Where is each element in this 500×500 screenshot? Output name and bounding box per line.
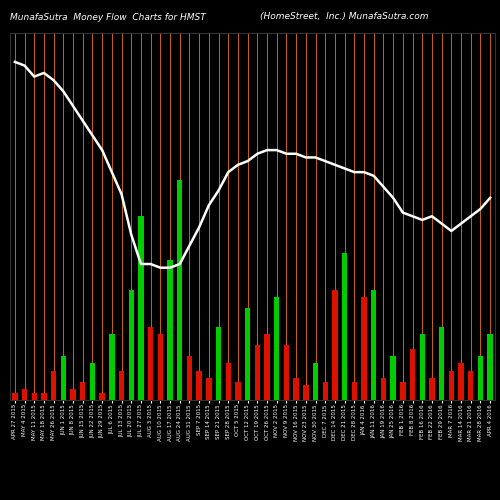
Bar [80, 382, 86, 400]
Bar [32, 392, 37, 400]
Bar [60, 356, 66, 400]
Bar [51, 370, 57, 400]
Bar [22, 389, 27, 400]
Bar [313, 363, 318, 400]
Bar [420, 334, 425, 400]
Text: MunafaSutra  Money Flow  Charts for HMST: MunafaSutra Money Flow Charts for HMST [10, 12, 206, 22]
Bar [42, 392, 46, 400]
Bar [478, 356, 483, 400]
Bar [400, 382, 406, 400]
Bar [245, 308, 250, 400]
Bar [158, 334, 163, 400]
Bar [488, 334, 493, 400]
Bar [332, 290, 338, 400]
Bar [371, 290, 376, 400]
Text: (HomeStreet,  Inc.) MunafaSutra.com: (HomeStreet, Inc.) MunafaSutra.com [260, 12, 428, 22]
Bar [410, 348, 415, 400]
Bar [70, 389, 76, 400]
Bar [196, 370, 202, 400]
Bar [390, 356, 396, 400]
Bar [458, 363, 464, 400]
Bar [90, 363, 95, 400]
Bar [362, 297, 366, 400]
Bar [109, 334, 114, 400]
Bar [236, 382, 240, 400]
Bar [168, 260, 172, 400]
Bar [430, 378, 434, 400]
Bar [352, 382, 357, 400]
Bar [448, 370, 454, 400]
Bar [138, 216, 143, 400]
Bar [216, 326, 221, 400]
Bar [100, 392, 105, 400]
Bar [274, 297, 280, 400]
Bar [177, 180, 182, 400]
Bar [148, 326, 154, 400]
Bar [322, 382, 328, 400]
Bar [254, 345, 260, 400]
Bar [12, 392, 18, 400]
Bar [187, 356, 192, 400]
Bar [206, 378, 212, 400]
Bar [381, 378, 386, 400]
Bar [468, 370, 473, 400]
Bar [119, 370, 124, 400]
Bar [342, 253, 347, 400]
Bar [226, 363, 231, 400]
Bar [128, 290, 134, 400]
Bar [294, 378, 299, 400]
Bar [303, 386, 308, 400]
Bar [439, 326, 444, 400]
Bar [264, 334, 270, 400]
Bar [284, 345, 289, 400]
